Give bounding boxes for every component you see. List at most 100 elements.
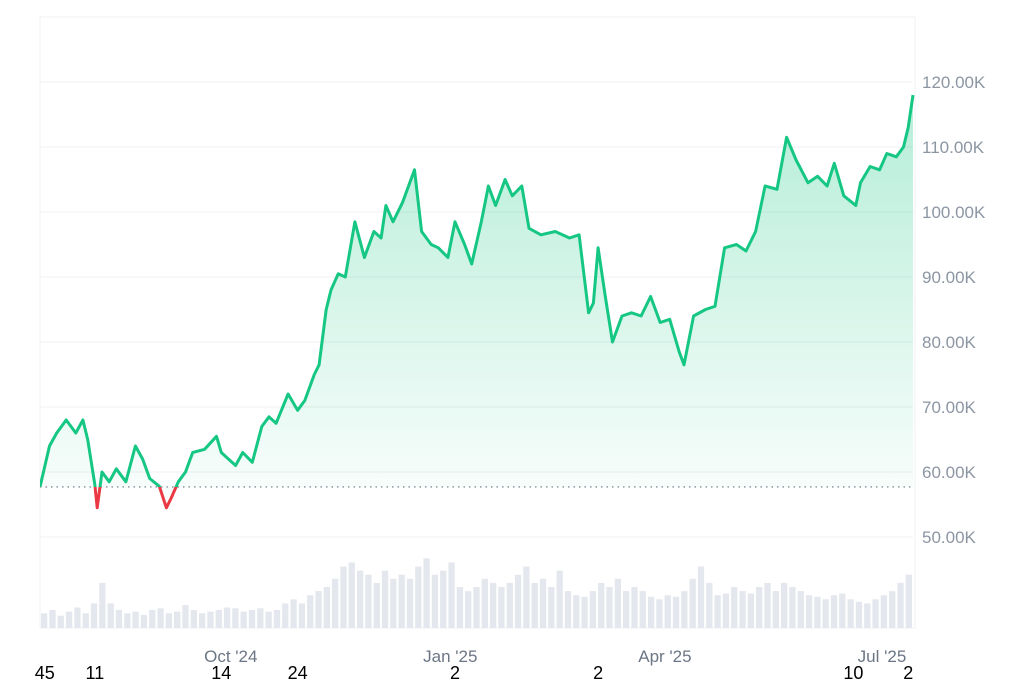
price-point[interactable] [47, 443, 53, 449]
price-point[interactable] [805, 180, 811, 186]
price-point[interactable] [140, 456, 146, 462]
price-point[interactable] [793, 157, 799, 163]
price-point[interactable] [502, 177, 508, 183]
price-point[interactable] [901, 144, 907, 150]
price-point[interactable] [419, 229, 425, 235]
price-point[interactable] [824, 183, 830, 189]
price-point[interactable] [266, 414, 272, 420]
price-point[interactable] [163, 505, 169, 511]
price-point[interactable] [249, 459, 255, 465]
price-point[interactable] [703, 307, 709, 313]
price-point[interactable] [667, 316, 673, 322]
price-point[interactable] [629, 310, 635, 316]
price-point[interactable] [412, 167, 418, 173]
price-point[interactable] [168, 495, 174, 501]
price-point[interactable] [657, 320, 663, 326]
price-point[interactable] [734, 242, 740, 248]
price-point[interactable] [190, 450, 196, 456]
price-line-above-baseline[interactable] [40, 94, 915, 508]
price-point[interactable] [132, 443, 138, 449]
price-point[interactable] [712, 303, 718, 309]
price-point[interactable] [92, 482, 98, 488]
price-point[interactable] [73, 430, 79, 436]
price-point[interactable] [113, 466, 119, 472]
price-point[interactable] [156, 483, 162, 489]
price-point[interactable] [435, 245, 441, 251]
price-point[interactable] [774, 186, 780, 192]
price-point[interactable] [361, 255, 367, 261]
price-point[interactable] [85, 437, 91, 443]
price-point[interactable] [648, 294, 654, 300]
price-point[interactable] [452, 219, 458, 225]
price-point[interactable] [493, 203, 499, 209]
price-point[interactable] [538, 232, 544, 238]
price-point[interactable] [552, 229, 558, 235]
price-point[interactable] [240, 450, 246, 456]
price-point[interactable] [400, 199, 406, 205]
price-point[interactable] [123, 479, 129, 485]
price-point[interactable] [722, 245, 728, 251]
price-point[interactable] [311, 372, 317, 378]
price-point[interactable] [147, 476, 153, 482]
price-point[interactable] [753, 229, 759, 235]
price-point[interactable] [273, 420, 279, 426]
price-point[interactable] [893, 154, 899, 160]
price-point[interactable] [295, 407, 301, 413]
price-point[interactable] [586, 310, 592, 316]
price-point[interactable] [462, 242, 468, 248]
price-point[interactable] [595, 245, 601, 251]
price-point[interactable] [175, 479, 181, 485]
price-point[interactable] [218, 450, 224, 456]
price-point[interactable] [54, 430, 60, 436]
price-point[interactable] [509, 193, 515, 199]
price-point[interactable] [106, 479, 112, 485]
price-point[interactable] [94, 505, 100, 511]
price-point[interactable] [335, 271, 341, 277]
price-point[interactable] [743, 248, 749, 254]
price-point[interactable] [342, 274, 348, 280]
price-point[interactable] [214, 433, 220, 439]
price-point[interactable] [910, 92, 916, 98]
price-point[interactable] [225, 456, 231, 462]
price-point[interactable] [485, 183, 491, 189]
price-point[interactable] [259, 424, 265, 430]
price-point[interactable] [323, 307, 329, 313]
price-point[interactable] [285, 391, 291, 397]
price-point[interactable] [519, 183, 525, 189]
price-point[interactable] [378, 235, 384, 241]
price-point[interactable] [390, 219, 396, 225]
price-point[interactable] [884, 151, 890, 157]
price-point[interactable] [858, 180, 864, 186]
price-point[interactable] [469, 261, 475, 267]
price-point[interactable] [841, 193, 847, 199]
price-point[interactable] [853, 203, 859, 209]
price-point[interactable] [526, 225, 532, 231]
price-point[interactable] [619, 313, 625, 319]
price-point[interactable] [371, 229, 377, 235]
price-point[interactable] [831, 160, 837, 166]
price-point[interactable] [233, 463, 239, 469]
price-point[interactable] [80, 417, 86, 423]
price-point[interactable] [37, 484, 43, 490]
price-point[interactable] [681, 362, 687, 368]
price-point[interactable] [867, 164, 873, 170]
price-point[interactable] [383, 203, 389, 209]
price-point[interactable] [328, 287, 334, 293]
price-point[interactable] [815, 173, 821, 179]
price-point[interactable] [202, 446, 208, 452]
price-point[interactable] [576, 232, 582, 238]
price-point[interactable] [445, 255, 451, 261]
price-point[interactable] [567, 235, 573, 241]
price-point[interactable] [590, 300, 596, 306]
price-point[interactable] [610, 339, 616, 345]
price-point[interactable] [638, 313, 644, 319]
price-point[interactable] [428, 242, 434, 248]
price-point[interactable] [691, 313, 697, 319]
price-point[interactable] [302, 398, 308, 404]
price-point[interactable] [183, 469, 189, 475]
price-point[interactable] [478, 219, 484, 225]
price-point[interactable] [762, 183, 768, 189]
price-point[interactable] [877, 167, 883, 173]
price-point[interactable] [905, 125, 911, 131]
